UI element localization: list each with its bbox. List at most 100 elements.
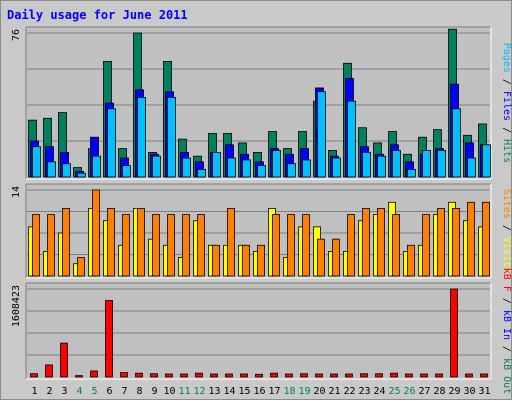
sites-bar	[137, 208, 145, 277]
kbytes-bar	[330, 373, 338, 378]
sites-bar	[392, 214, 400, 277]
x-tick-label: 13	[208, 386, 220, 397]
kbytes-bar	[405, 373, 413, 378]
kbytes-bar	[210, 373, 218, 378]
pages-bar	[272, 150, 281, 178]
kbytes-bar	[420, 373, 428, 378]
x-tick-label: 29	[448, 386, 460, 397]
kbytes-bar	[270, 372, 278, 378]
x-tick-label: 2	[46, 386, 52, 397]
pages-bar	[257, 165, 266, 178]
legend-sites-visits-part: Sites	[501, 189, 512, 219]
sites-bar	[482, 201, 490, 277]
sites-bar	[47, 214, 55, 277]
sites-bar	[257, 244, 265, 277]
legend-hits-files-pages-part: /	[501, 121, 512, 139]
legend-kbytes-part: kB In	[501, 310, 512, 340]
pages-bar	[422, 150, 431, 178]
x-tick-label: 8	[136, 386, 142, 397]
legend-sites-visits-part: /	[501, 219, 512, 237]
pages-bar	[302, 159, 311, 178]
pages-bar	[287, 163, 296, 178]
kbytes-bar	[465, 373, 473, 378]
kbytes-bar	[360, 373, 368, 378]
legend-kbytes-part: kB F	[501, 268, 512, 292]
sites-bar	[422, 214, 430, 277]
sites-bar	[467, 201, 475, 277]
kbytes-bar	[90, 370, 98, 378]
x-tick-label: 26	[403, 386, 415, 397]
x-tick-label: 12	[193, 386, 205, 397]
pages-bar	[332, 157, 341, 178]
x-tick-label: 23	[358, 386, 370, 397]
pages-bar	[137, 97, 146, 178]
kbytes-bar	[435, 373, 443, 378]
kbytes-bar	[30, 373, 38, 378]
x-tick-label: 17	[268, 386, 280, 397]
kbytes-bar	[120, 372, 128, 378]
pages-bar	[482, 144, 491, 178]
kbytes-bar	[345, 373, 353, 378]
pages-bar	[182, 157, 191, 178]
x-tick-label: 6	[106, 386, 112, 397]
sites-bar	[362, 208, 370, 277]
pages-bar	[62, 163, 71, 178]
pages-bar	[227, 157, 236, 178]
x-tick-label: 4	[76, 386, 82, 397]
chart-title: Daily usage for June 2011	[7, 8, 188, 22]
sites-bar	[272, 214, 280, 277]
legend-kbytes-part: /	[501, 292, 512, 310]
sites-bar	[452, 208, 460, 277]
pages-bar	[242, 159, 251, 178]
x-tick-label: 19	[298, 386, 310, 397]
pages-bar	[167, 97, 176, 178]
kbytes-bar	[60, 342, 68, 378]
kbytes-bar	[105, 300, 113, 378]
x-tick-label: 11	[178, 386, 190, 397]
pages-bar	[197, 169, 206, 178]
kbytes-bar	[480, 373, 488, 378]
sites-bar	[437, 208, 445, 277]
x-tick-label: 24	[373, 386, 385, 397]
kbytes-bar	[315, 373, 323, 378]
x-tick-label: 3	[61, 386, 67, 397]
x-tick-label: 14	[223, 386, 235, 397]
sites-bar	[332, 238, 340, 277]
sites-bar	[62, 208, 70, 277]
legend-hits-files-pages-part: Pages	[501, 43, 512, 73]
pages-bar	[122, 165, 131, 178]
kbytes-bar	[450, 288, 458, 378]
legend-sites-visits-part: Visits	[501, 237, 512, 273]
sites-bar	[77, 257, 85, 277]
sites-bar	[32, 214, 40, 277]
pages-bar	[107, 108, 116, 178]
pages-bar	[92, 155, 101, 178]
sites-bar	[212, 244, 220, 277]
x-tick-label: 9	[151, 386, 157, 397]
pages-bar	[152, 155, 161, 178]
pages-bar	[407, 169, 416, 178]
x-tick-label: 28	[433, 386, 445, 397]
visits-sites-max-label: 14	[11, 186, 22, 198]
sites-bar	[227, 208, 235, 277]
sites-bar	[182, 214, 190, 277]
sites-bar	[302, 214, 310, 277]
kbytes-bar	[165, 373, 173, 378]
pages-bar	[47, 161, 56, 178]
kbytes-bar	[195, 372, 203, 378]
sites-bar	[242, 244, 250, 277]
pages-bar	[452, 108, 461, 178]
x-tick-label: 5	[91, 386, 97, 397]
pages-bar	[467, 157, 476, 178]
pages-bar	[212, 151, 221, 178]
sites-bar	[317, 238, 325, 277]
sites-bar	[167, 214, 175, 277]
pages-bar	[392, 150, 401, 178]
x-tick-label: 27	[418, 386, 430, 397]
x-tick-label: 22	[343, 386, 355, 397]
x-tick-label: 20	[313, 386, 325, 397]
pages-bar	[377, 155, 386, 178]
x-tick-label: 21	[328, 386, 340, 397]
sites-bar	[407, 244, 415, 277]
